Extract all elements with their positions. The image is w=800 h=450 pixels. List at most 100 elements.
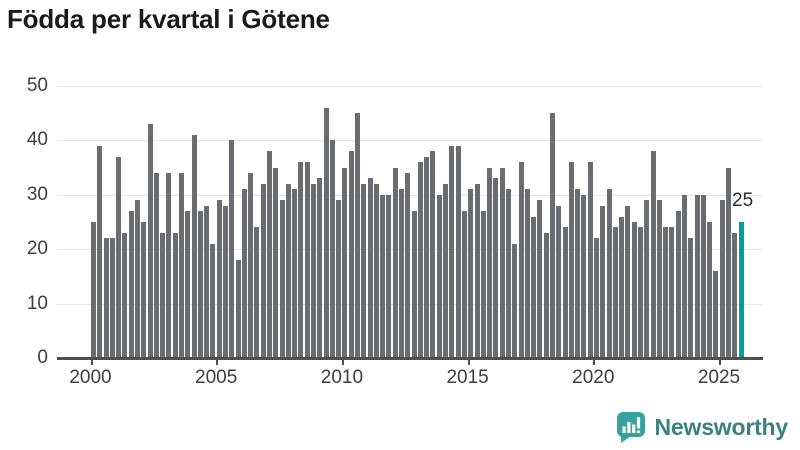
bar-2015-q4	[487, 167, 493, 358]
bar-2025-q2	[725, 167, 731, 358]
bar-2022-q2	[650, 151, 656, 358]
bar-2017-q2	[524, 189, 530, 358]
bar-2024-q1	[694, 194, 700, 358]
bar-2019-q4	[587, 162, 593, 358]
bar-2024-q3	[707, 221, 713, 358]
chart-title: Födda per kvartal i Götene	[7, 4, 330, 34]
bar-2000-q2	[97, 145, 103, 358]
x-axis-tick	[719, 359, 721, 365]
gridline	[57, 140, 762, 142]
bar-2023-q2	[675, 211, 681, 358]
bar-2019-q2	[575, 189, 581, 358]
bar-2003-q3	[179, 172, 185, 358]
bar-2010-q2	[348, 151, 354, 358]
x-axis-label: 2015	[446, 367, 489, 388]
bar-2007-q1	[267, 151, 273, 358]
bar-2020-q2	[600, 205, 606, 358]
bar-2009-q1	[317, 178, 323, 358]
y-axis-label: 20	[26, 238, 48, 260]
bar-2016-q2	[499, 167, 505, 358]
bar-2018-q4	[562, 227, 568, 358]
bar-2004-q2	[197, 211, 203, 358]
bar-2021-q3	[631, 221, 637, 358]
bar-2008-q3	[304, 162, 310, 358]
bar-2004-q3	[204, 205, 210, 358]
newsworthy-brand-link[interactable]: Newsworthy	[614, 410, 788, 444]
x-axis-line	[57, 357, 763, 360]
bar-2023-q4	[688, 238, 694, 358]
bar-2022-q1	[644, 200, 650, 358]
bar-2012-q2	[399, 189, 405, 358]
bar-2008-q1	[292, 189, 298, 358]
bar-2015-q3	[480, 211, 486, 358]
bar-2003-q4	[185, 211, 191, 358]
bar-2001-q3	[128, 211, 134, 358]
bar-2010-q1	[342, 167, 348, 358]
bar-2006-q3	[254, 227, 260, 358]
bar-2014-q1	[443, 183, 449, 358]
bar-2014-q4	[461, 211, 467, 358]
y-axis-label: 0	[37, 347, 48, 368]
bar-2025-q1	[719, 200, 725, 358]
bar-2013-q2	[424, 156, 430, 358]
bar-2008-q2	[298, 162, 304, 358]
bar-2007-q3	[279, 200, 285, 358]
bar-2024-q2	[700, 194, 706, 358]
bar-2006-q2	[248, 172, 254, 358]
x-axis-tick	[467, 359, 470, 365]
x-axis-tick	[593, 359, 596, 365]
bar-2020-q4	[612, 227, 618, 358]
bar-2012-q4	[411, 211, 417, 358]
bar-2022-q3	[656, 200, 662, 358]
bar-2023-q3	[681, 194, 687, 358]
bar-2011-q1	[367, 178, 373, 358]
bar-2018-q2	[549, 113, 555, 358]
x-axis-label: 2010	[320, 367, 364, 388]
x-axis-label: 2020	[572, 367, 615, 388]
bar-2007-q2	[273, 167, 279, 358]
y-axis-label: 30	[26, 183, 48, 205]
bar-2006-q1	[241, 189, 247, 358]
bar-2018-q3	[556, 205, 562, 358]
bar-2018-q1	[543, 232, 549, 358]
bar-2000-q3	[103, 238, 109, 358]
bar-2009-q2	[323, 107, 329, 358]
last-bar-value-label: 25	[732, 190, 754, 211]
bar-2008-q4	[311, 183, 317, 358]
bar-2006-q4	[260, 183, 266, 358]
bar-2001-q1	[116, 156, 122, 358]
bar-2015-q2	[474, 183, 480, 358]
bar-2025-q4	[738, 221, 744, 358]
bar-2002-q1	[141, 221, 147, 358]
bar-2011-q2	[373, 183, 379, 358]
bar-2004-q4	[210, 243, 216, 358]
bar-2019-q3	[581, 194, 587, 358]
bar-2001-q4	[135, 200, 140, 358]
y-axis-label: 40	[26, 129, 48, 151]
bar-2002-q2	[147, 123, 153, 358]
x-axis-tick	[341, 359, 344, 365]
bar-2022-q4	[663, 227, 669, 358]
bar-2024-q4	[713, 270, 719, 358]
bar-2017-q1	[518, 162, 524, 358]
bar-2015-q1	[468, 189, 474, 358]
x-axis-label: 2000	[69, 367, 112, 388]
bar-2017-q3	[531, 216, 537, 358]
bar-2017-q4	[537, 200, 543, 358]
bar-2011-q4	[386, 194, 392, 358]
bar-2005-q3	[229, 140, 235, 358]
brand-name: Newsworthy	[654, 413, 789, 440]
bar-2000-q4	[109, 238, 115, 358]
x-axis-tick	[90, 359, 93, 365]
bar-2021-q1	[619, 216, 625, 358]
x-axis-tick	[216, 359, 219, 365]
bar-2007-q4	[285, 183, 291, 358]
bar-2020-q3	[606, 189, 612, 358]
bar-2002-q3	[153, 172, 159, 358]
bar-2013-q4	[436, 194, 442, 358]
bar-2021-q4	[637, 227, 643, 358]
bar-2013-q1	[417, 162, 423, 358]
bar-2021-q2	[625, 205, 631, 358]
newsworthy-logo-icon	[616, 412, 645, 443]
bar-2012-q1	[392, 167, 398, 358]
